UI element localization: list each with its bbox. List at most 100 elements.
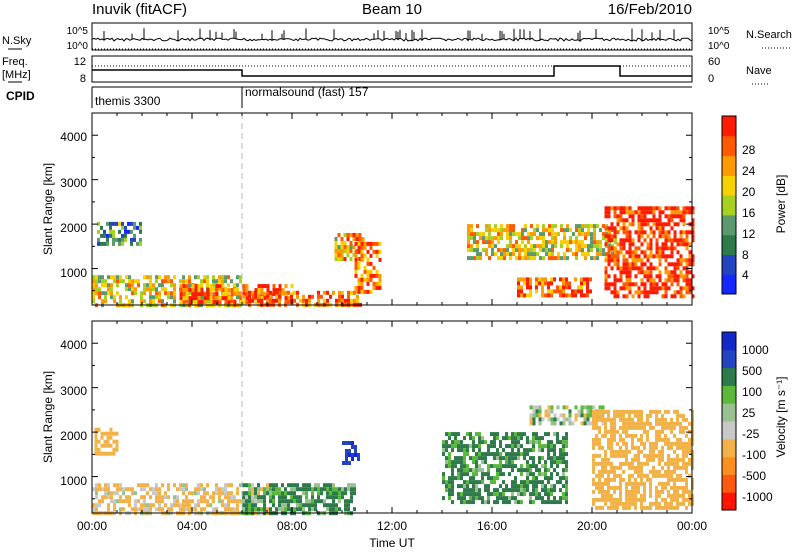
- scatter-cell: [112, 431, 116, 436]
- scatter-cell: [263, 499, 266, 504]
- xtick-0000: 00:00: [77, 519, 107, 533]
- scatter-cell: [688, 489, 691, 494]
- scatter-cell: [649, 242, 653, 247]
- scatter-cell: [541, 277, 544, 282]
- scatter-cell: [278, 507, 281, 512]
- scatter-cell: [605, 252, 608, 257]
- scatter-cell: [524, 256, 527, 261]
- scatter-cell: [628, 238, 632, 243]
- scatter-cell: [113, 295, 116, 300]
- scatter-cell: [655, 505, 658, 510]
- scatter-cell: [643, 290, 647, 295]
- scatter-cell: [664, 282, 668, 287]
- scatter-cell: [118, 229, 121, 234]
- nsearch-label: N.Search: [746, 29, 792, 41]
- scatter-cell: [206, 279, 209, 284]
- scatter-cell: [646, 294, 650, 299]
- scatter-cell: [554, 240, 557, 245]
- scatter-cell: [532, 464, 535, 469]
- scatter-cell: [613, 421, 616, 426]
- scatter-cell: [544, 281, 547, 286]
- power-cbar-tick-24: 24: [742, 164, 756, 178]
- scatter-cell: [152, 299, 155, 304]
- scatter-cell: [197, 284, 201, 289]
- scatter-cell: [494, 228, 497, 233]
- scatter-cell: [499, 496, 502, 501]
- scatter-cell: [254, 288, 258, 293]
- scatter-cell: [673, 234, 677, 239]
- scatter-cell: [631, 473, 634, 478]
- scatter-cell: [375, 281, 379, 286]
- scatter-cell: [670, 294, 674, 299]
- scatter-cell: [128, 287, 131, 292]
- scatter-cell: [550, 417, 554, 422]
- scatter-cell: [248, 290, 251, 295]
- scatter-cell: [664, 278, 668, 283]
- scatter-cell: [100, 435, 104, 440]
- scatter-cell: [302, 294, 305, 299]
- scatter-cell: [278, 288, 282, 293]
- scatter-cell: [610, 246, 614, 251]
- scatter-cell: [512, 224, 515, 229]
- scatter-cell: [580, 409, 584, 414]
- scatter-cell: [524, 228, 527, 233]
- scatter-cell: [326, 507, 329, 512]
- scatter-cell: [475, 452, 478, 457]
- scatter-cell: [372, 241, 376, 246]
- scatter-cell: [625, 262, 629, 267]
- scatter-cell: [353, 491, 356, 496]
- scatter-cell: [460, 440, 463, 445]
- scatter-cell: [583, 281, 586, 286]
- scatter-cell: [526, 285, 529, 290]
- scatter-cell: [592, 469, 595, 474]
- scatter-cell: [161, 279, 164, 284]
- scatter-cell: [640, 473, 643, 478]
- scatter-cell: [475, 460, 478, 465]
- scatter-cell: [643, 493, 646, 498]
- scatter-cell: [613, 294, 617, 299]
- scatter-cell: [616, 441, 619, 446]
- scatter-cell: [448, 496, 451, 501]
- scatter-cell: [293, 495, 296, 500]
- scatter-cell: [658, 437, 661, 442]
- scatter-cell: [125, 495, 128, 500]
- scatter-cell: [173, 287, 176, 292]
- scatter-cell: [451, 472, 454, 477]
- scatter-cell: [460, 464, 463, 469]
- scatter-cell: [469, 488, 472, 493]
- scatter-cell: [634, 250, 638, 255]
- power-colorbar-swatch: [722, 195, 736, 216]
- scatter-cell: [155, 279, 158, 284]
- scatter-cell: [257, 288, 261, 293]
- scatter-cell: [302, 491, 305, 496]
- scatter-cell: [463, 444, 466, 449]
- scatter-cell: [529, 405, 533, 410]
- scatter-cell: [343, 233, 347, 237]
- scatter-cell: [532, 456, 535, 461]
- scatter-cell: [119, 495, 122, 500]
- velocity-colorbar-frame: [721, 331, 737, 511]
- scatter-cell: [688, 270, 692, 275]
- scatter-cell: [590, 256, 593, 261]
- scatter-cell: [655, 238, 659, 243]
- scatter-cell: [640, 437, 643, 442]
- scatter-cell: [590, 244, 593, 249]
- scatter-cell: [476, 244, 479, 249]
- scatter-cell: [257, 487, 260, 492]
- scatter-cell: [685, 465, 688, 470]
- scatter-cell: [589, 409, 593, 414]
- scatter-cell: [604, 282, 608, 287]
- scatter-cell: [320, 499, 323, 504]
- scatter-cell: [500, 256, 503, 261]
- scatter-cell: [625, 417, 628, 422]
- scatter-cell: [212, 283, 215, 288]
- scatter-cell: [652, 210, 656, 215]
- scatter-cell: [670, 429, 673, 434]
- scatter-cell: [625, 505, 628, 510]
- scatter-cell: [188, 288, 192, 293]
- scatter-cell: [670, 461, 673, 466]
- scatter-cell: [652, 222, 656, 227]
- scatter-cell: [535, 492, 538, 497]
- vel-cbar-tick-neg100: -100: [742, 448, 766, 462]
- scatter-cell: [565, 500, 568, 505]
